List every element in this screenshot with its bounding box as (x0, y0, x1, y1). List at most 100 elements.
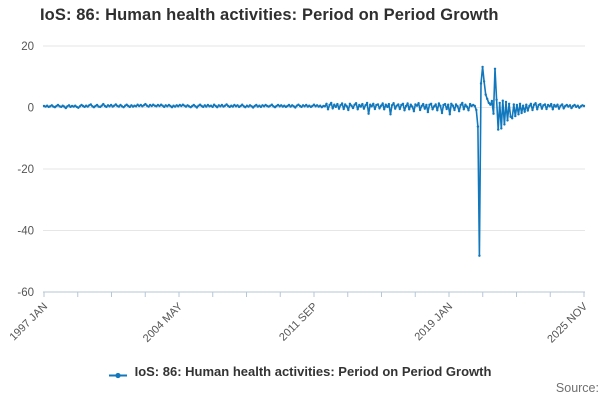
data-point-marker (323, 105, 327, 108)
data-point-marker (233, 103, 236, 107)
data-point-marker (489, 103, 492, 106)
data-point-marker (412, 110, 416, 113)
data-point-marker (125, 103, 128, 106)
data-point-marker (114, 103, 118, 106)
data-point-marker (521, 104, 525, 107)
data-point-marker (294, 106, 297, 109)
data-point-marker (529, 102, 533, 106)
data-point-marker (95, 103, 99, 107)
data-point-marker (561, 103, 564, 106)
data-point-marker (404, 104, 408, 108)
data-point-marker (220, 103, 224, 107)
data-point-marker (163, 105, 166, 109)
data-point-marker (445, 107, 448, 111)
data-point-marker (422, 102, 425, 106)
data-point-marker (397, 103, 400, 106)
data-point-marker (389, 113, 392, 116)
data-point-marker (551, 108, 554, 111)
y-tick-label: -20 (17, 164, 34, 176)
data-point-marker (325, 102, 328, 106)
data-point-marker (464, 103, 467, 106)
data-point-marker (553, 103, 556, 107)
data-point-marker (109, 103, 113, 107)
data-point-marker (398, 107, 401, 111)
data-point-marker (434, 103, 437, 106)
x-tick-label: 2019 JAN (412, 301, 455, 344)
data-point-marker (259, 105, 263, 109)
data-point-marker (503, 123, 506, 126)
data-point-marker (244, 106, 247, 109)
data-point-marker (113, 104, 116, 107)
data-point-marker (251, 106, 255, 109)
data-point-marker (173, 105, 177, 108)
data-point-marker (180, 104, 183, 108)
data-point-marker (451, 104, 455, 107)
legend-item[interactable]: IoS: 86: Human health activities: Period… (0, 364, 600, 379)
data-point-marker (334, 105, 337, 109)
data-point-marker (481, 65, 484, 69)
data-point-marker (340, 102, 344, 105)
line-chart: 20 0 -20 -40 -60 1997 JAN 2004 MAY 2011 SEP 2019… (7, 41, 590, 345)
data-point-marker (231, 105, 234, 108)
data-point-marker (528, 104, 531, 108)
data-point-marker (395, 104, 398, 107)
data-point-marker (300, 105, 303, 109)
data-point-marker (425, 103, 428, 107)
data-point-marker (507, 102, 511, 106)
data-point-marker (478, 254, 481, 257)
data-point-marker (331, 107, 334, 110)
data-point-marker (423, 107, 426, 110)
data-point-marker (205, 105, 208, 108)
data-point-marker (280, 104, 283, 107)
data-point-marker (297, 103, 300, 106)
y-tick-label: 0 (28, 103, 34, 115)
legend-label: IoS: 86: Human health activities: Period… (134, 364, 492, 379)
data-point-marker (556, 103, 559, 106)
data-point-marker (515, 103, 519, 107)
data-point-marker (403, 109, 406, 112)
data-point-marker (315, 104, 319, 107)
data-point-marker (523, 110, 526, 114)
data-point-marker (86, 105, 89, 108)
data-point-marker (453, 108, 456, 112)
data-point-marker (311, 104, 314, 108)
data-point-marker (328, 103, 331, 107)
data-point-marker (534, 102, 537, 105)
data-point-marker (63, 105, 66, 108)
data-point-marker (390, 104, 394, 107)
data-point-marker (369, 103, 372, 106)
data-point-marker (540, 107, 544, 110)
data-point-marker (117, 105, 121, 108)
data-point-marker (473, 104, 476, 108)
data-point-marker (565, 103, 568, 107)
data-point-marker (383, 108, 386, 111)
data-point-marker (50, 104, 53, 107)
data-point-marker (531, 108, 534, 112)
data-point-marker (447, 103, 450, 106)
data-point-marker (539, 102, 542, 106)
data-point-marker (484, 93, 487, 96)
data-point-marker (500, 127, 503, 130)
data-point-marker (450, 102, 453, 106)
data-point-marker (492, 112, 495, 115)
data-point-marker (426, 110, 430, 114)
data-point-marker (526, 109, 529, 112)
data-point-marker (406, 102, 409, 105)
data-point-marker (559, 104, 562, 107)
data-point-marker (467, 109, 470, 112)
data-point-marker (225, 103, 228, 106)
data-point-marker (270, 103, 274, 106)
data-point-marker (130, 104, 133, 107)
data-point-marker (479, 82, 483, 85)
data-point-marker (345, 105, 348, 108)
data-point-marker (567, 105, 570, 108)
data-point-marker (394, 107, 397, 110)
data-point-marker (276, 103, 280, 107)
data-point-marker (305, 103, 308, 107)
data-point-marker (512, 103, 515, 106)
data-point-marker (372, 102, 375, 106)
data-point-marker (362, 107, 366, 110)
data-point-marker (353, 103, 356, 106)
data-point-marker (381, 102, 384, 105)
data-point-marker (386, 105, 389, 109)
